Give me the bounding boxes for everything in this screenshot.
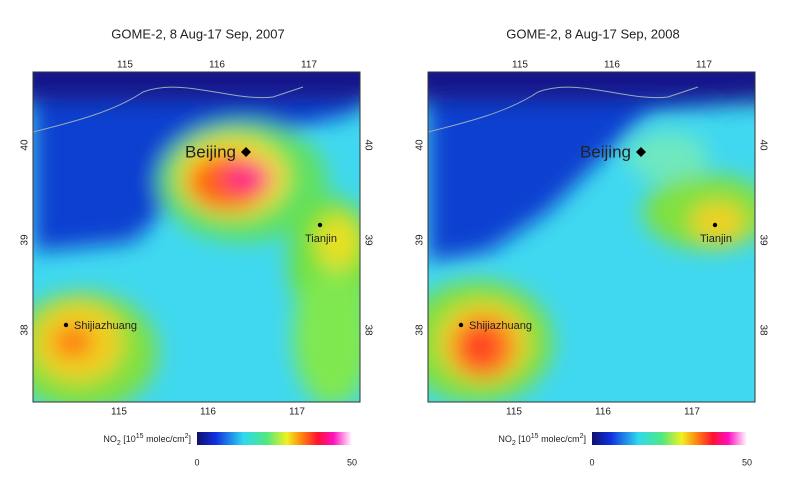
colorbar-label-part: ] [188,434,191,444]
panel-title: GOME-2, 8 Aug-17 Sep, 2007 [111,26,284,41]
lon-tick-label: 115 [506,407,522,418]
no2-map: 115 115 116 116 117 117 40 40 39 39 38 38 Beijing Tia… [415,60,769,418]
map-frame [427,71,756,403]
lat-tick-label: 40 [757,139,768,151]
plume [316,214,360,270]
colorbar-label-part: NO [498,434,512,444]
no2-map: 115 115 116 116 117 117 40 40 39 39 38 38 Beijing Tia… [20,60,374,418]
plume [293,267,360,402]
lat-tick-label: 39 [757,234,768,246]
colorbar [592,432,747,445]
city-marker [712,222,718,228]
lon-tick-label: 115 [512,60,528,71]
lat-tick-label: 38 [415,324,426,336]
lon-tick-label: 116 [209,60,225,71]
plume [690,202,746,242]
map-field [33,72,360,402]
lat-tick-label: 39 [415,234,426,246]
lon-tick-label: 115 [117,60,133,71]
lon-tick-label: 117 [696,60,712,71]
lat-tick-label: 39 [20,234,31,246]
lat-tick-label: 39 [362,234,373,246]
lat-tick-label: 40 [20,139,31,151]
city-marker [317,222,323,228]
plume [628,132,708,182]
city-label: Beijing [185,142,236,161]
low-region [428,72,755,262]
lon-tick-label: 117 [289,407,305,418]
map-field [428,72,755,402]
lon-tick-label: 116 [604,60,620,71]
colorbar-label: NO2 [1015 molec/cm2] [498,433,586,447]
plume [466,335,490,359]
map-blobs [33,72,360,402]
colorbar-tick-label: 50 [347,457,357,467]
lat-tick-label: 38 [757,324,768,336]
colorbar-label-part: 2 [512,440,516,447]
colorbar-label-part: ] [583,434,586,444]
colorbar-tick-label: 0 [589,457,594,467]
city-label: Beijing [580,142,631,161]
colorbar-label-part: 15 [531,433,539,440]
panel-title: GOME-2, 8 Aug-17 Sep, 2008 [506,26,679,41]
colorbar-label-part: 2 [580,433,584,440]
plume [224,162,272,192]
colorbar-label-part: molec/cm [539,434,580,444]
city-label: Tianjin [305,233,337,245]
city-marker [636,147,646,157]
lat-tick-label: 38 [362,324,373,336]
low-band [428,72,755,102]
city-marker [63,322,69,328]
colorbar-label-part: [10 [121,434,136,444]
city-marker [458,322,464,328]
colorbar-tick-label: 50 [742,457,752,467]
colorbar-label-part: 2 [185,433,189,440]
map-blobs [428,72,755,402]
lon-tick-label: 116 [595,407,611,418]
colorbar-tick-label: 0 [194,457,199,467]
lat-tick-label: 40 [415,139,426,151]
lat-tick-label: 38 [20,324,31,336]
city-label: Shijiazhuang [469,320,532,332]
lon-tick-label: 117 [684,407,700,418]
plume [53,327,93,357]
colorbar-label-part: [10 [516,434,531,444]
colorbar-label: NO2 [1015 molec/cm2] [103,433,191,447]
border-line [428,86,699,133]
lon-tick-label: 115 [111,407,127,418]
map-frame [32,71,361,403]
lat-tick-label: 40 [362,139,373,151]
city-marker [241,147,251,157]
city-label: Shijiazhuang [74,320,137,332]
colorbar-label-part: NO [103,434,117,444]
lon-tick-label: 116 [200,407,216,418]
colorbar-label-part: molec/cm [144,434,185,444]
lon-tick-label: 117 [301,60,317,71]
colorbar-label-part: 2 [117,440,121,447]
city-label: Tianjin [700,233,732,245]
colorbar-label-part: 15 [136,433,144,440]
border-line [33,86,304,133]
colorbar [197,432,352,445]
low-band [33,72,360,102]
